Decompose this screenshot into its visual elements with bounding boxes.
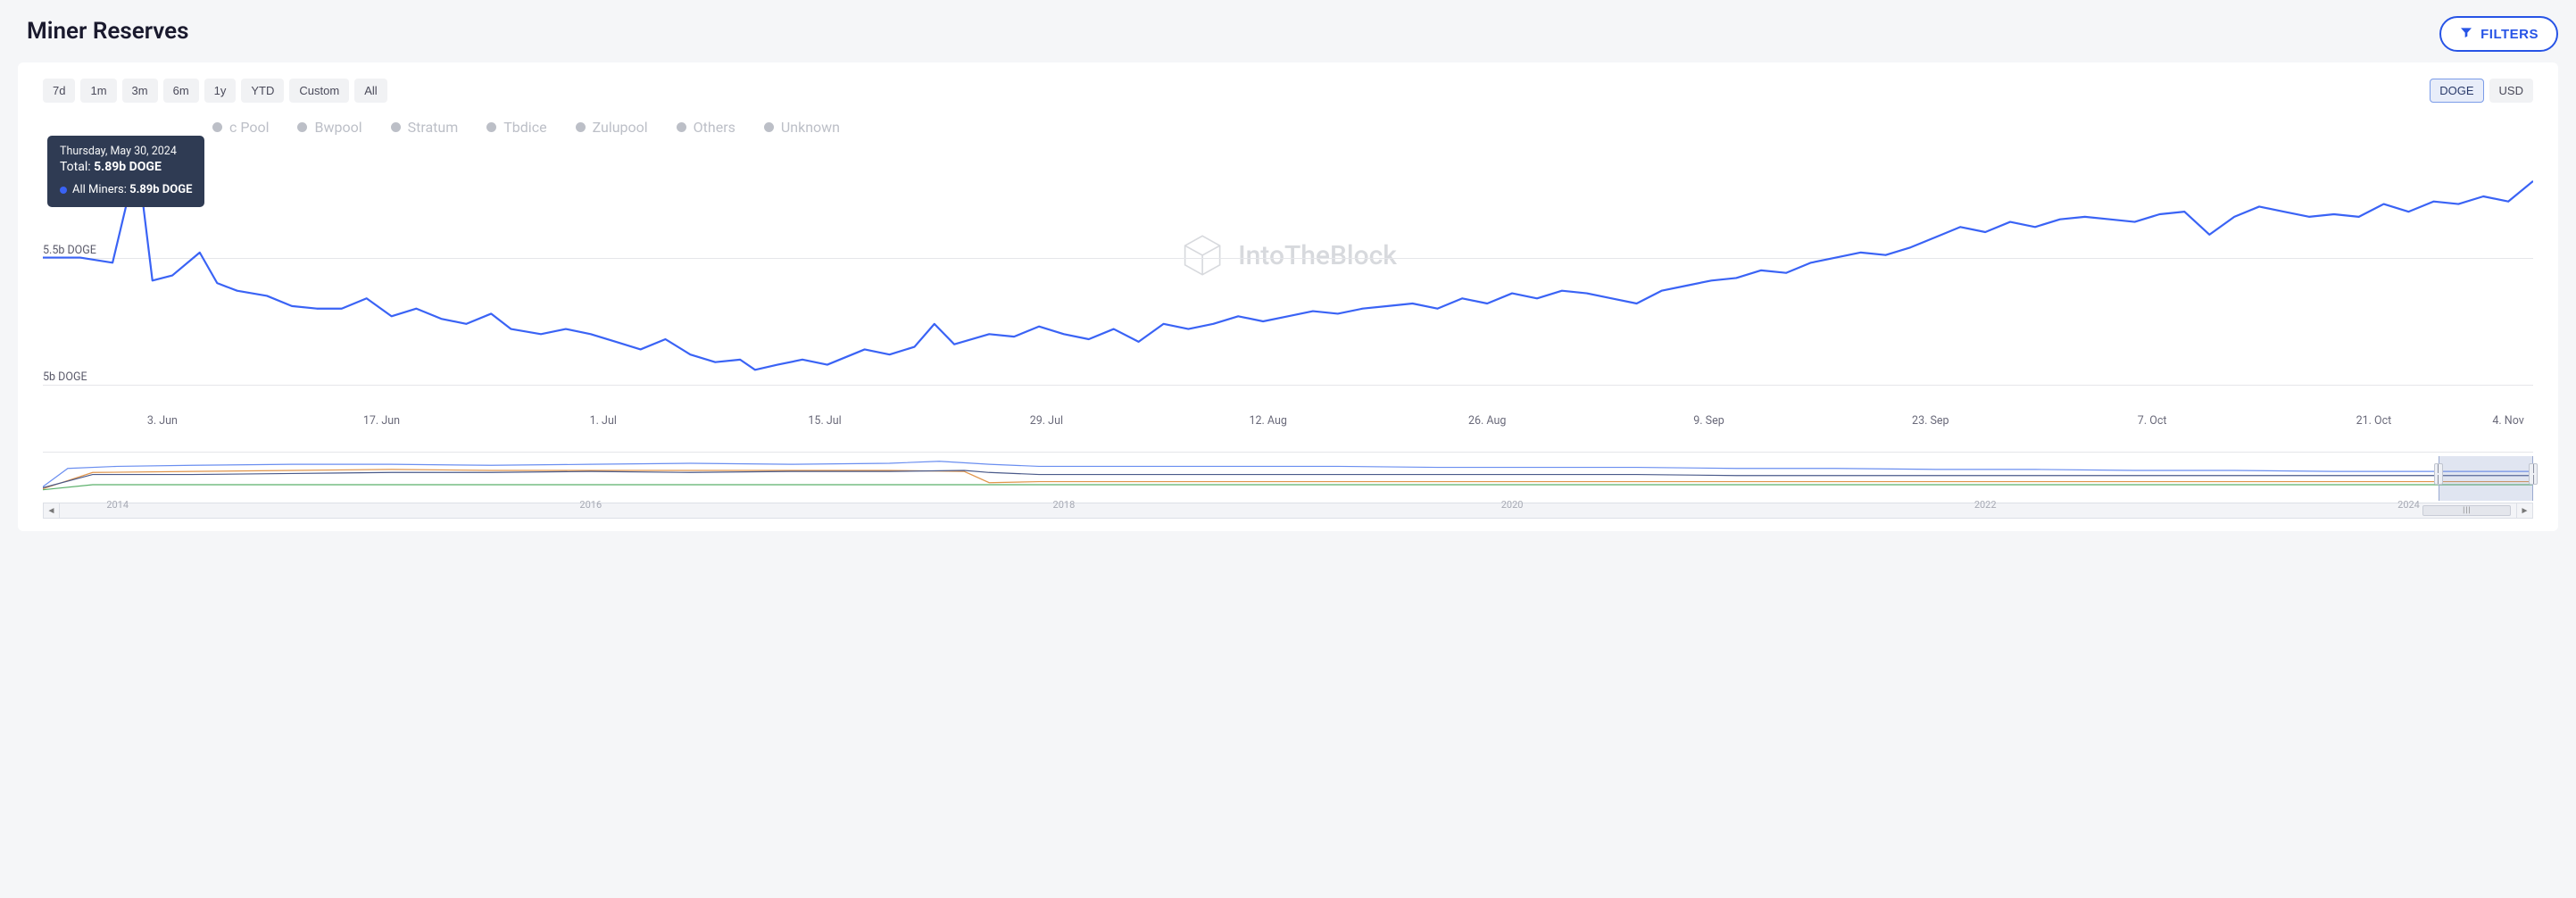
range-3m[interactable]: 3m	[122, 79, 158, 103]
scroll-right-arrow[interactable]: ►	[2516, 503, 2532, 518]
range-1m[interactable]: 1m	[80, 79, 116, 103]
navigator-svg	[43, 456, 2533, 492]
range-7d[interactable]: 7d	[43, 79, 75, 103]
navigator-chart[interactable]: 201420162018202020222024	[43, 456, 2533, 501]
scroll-left-arrow[interactable]: ◄	[44, 503, 60, 518]
range-1y[interactable]: 1y	[204, 79, 237, 103]
range-all[interactable]: All	[354, 79, 386, 103]
unit-doge[interactable]: DOGE	[2430, 79, 2483, 103]
navigator-handle-right[interactable]	[2529, 463, 2538, 485]
legend-dot-icon	[297, 122, 307, 132]
legend-dot-icon	[212, 122, 222, 132]
x-axis-tick: 29. Jul	[1030, 414, 1063, 428]
legend-dot-icon	[677, 122, 686, 132]
main-chart[interactable]: IntoTheBlock Thursday, May 30, 2024 Tota…	[43, 143, 2533, 411]
legend-item[interactable]: Unknown	[764, 119, 840, 136]
legend-item[interactable]: Tbdice	[486, 119, 546, 136]
x-axis: 3. Jun 17. Jun 1. Jul 15. Jul 29. Jul 12. Aug…	[43, 414, 2533, 434]
legend-dot-icon	[486, 122, 496, 132]
range-button-group: 7d1m3m6m1yYTDCustomAll	[43, 79, 387, 103]
legend-item[interactable]: Stratum	[391, 119, 459, 136]
legend-item[interactable]: c Pool	[212, 119, 269, 136]
filters-button[interactable]: FILTERS	[2439, 16, 2558, 52]
chart-legend: c Pool Bwpool Stratum Tbdice Zulupool Others U…	[43, 119, 2533, 136]
x-axis-tick: 15. Jul	[808, 414, 841, 428]
chart-card: 7d1m3m6m1yYTDCustomAll DOGEUSD c Pool Bwp…	[18, 62, 2558, 531]
chart-svg	[43, 143, 2533, 411]
x-axis-tick: 4. Nov	[2492, 414, 2523, 428]
unit-button-group: DOGEUSD	[2430, 79, 2533, 103]
x-axis-tick: 9. Sep	[1693, 414, 1724, 428]
filter-icon	[2459, 25, 2473, 43]
legend-item[interactable]: Others	[677, 119, 735, 136]
legend-dot-icon	[576, 122, 586, 132]
navigator-window[interactable]	[2439, 456, 2533, 501]
scroll-track[interactable]: |||	[60, 503, 2516, 518]
x-axis-tick: 23. Sep	[1912, 414, 1949, 428]
x-axis-tick: 21. Oct	[2356, 414, 2392, 428]
range-custom[interactable]: Custom	[289, 79, 349, 103]
legend-dot-icon	[391, 122, 401, 132]
navigator-handle-left[interactable]	[2434, 463, 2443, 485]
navigator-scrollbar: ◄ ||| ►	[43, 503, 2533, 519]
x-axis-tick: 12. Aug	[1249, 414, 1286, 428]
legend-item[interactable]: Bwpool	[297, 119, 361, 136]
x-axis-tick: 3. Jun	[147, 414, 178, 428]
x-axis-tick: 17. Jun	[363, 414, 400, 428]
toolbar: 7d1m3m6m1yYTDCustomAll DOGEUSD	[43, 79, 2533, 103]
range-ytd[interactable]: YTD	[241, 79, 284, 103]
x-axis-tick: 1. Jul	[590, 414, 617, 428]
legend-item[interactable]: Zulupool	[576, 119, 648, 136]
range-6m[interactable]: 6m	[163, 79, 199, 103]
scroll-thumb[interactable]: |||	[2422, 505, 2511, 516]
x-axis-tick: 26. Aug	[1468, 414, 1506, 428]
navigator: 201420162018202020222024 ◄ ||| ►	[43, 452, 2533, 519]
chart-tooltip: Thursday, May 30, 2024 Total: 5.89b DOGE…	[47, 136, 204, 207]
page-title: Miner Reserves	[27, 18, 2558, 45]
legend-dot-icon	[764, 122, 774, 132]
unit-usd[interactable]: USD	[2489, 79, 2533, 103]
x-axis-tick: 7. Oct	[2138, 414, 2167, 428]
